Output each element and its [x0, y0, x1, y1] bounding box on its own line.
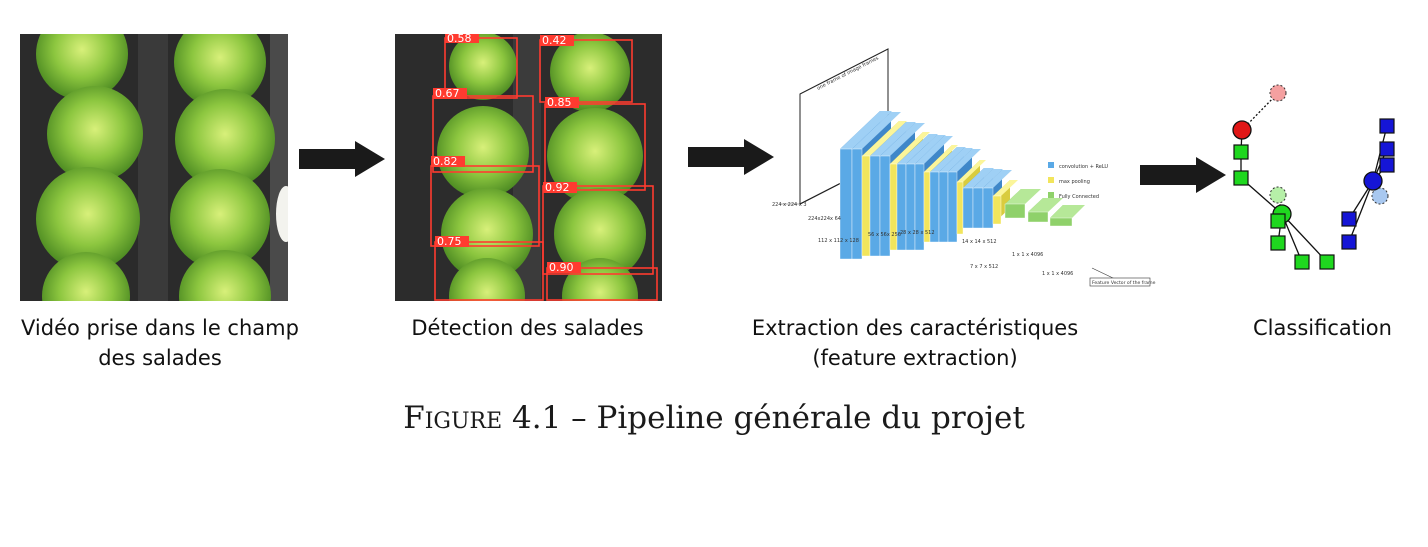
dim-2: 224x224x 64	[808, 216, 841, 222]
stage-label-classification-line1: Classification	[1253, 316, 1392, 340]
dim-5: 28 x 28 x 512	[900, 230, 935, 236]
cnn-layer-top	[1028, 198, 1063, 212]
cnn-layer-front	[869, 155, 881, 257]
stage-label-classification: Classification	[1235, 313, 1410, 343]
det-score-8: 0.90	[549, 261, 574, 274]
cnn-layer-top	[993, 180, 1018, 196]
cnn-layer-top	[897, 134, 938, 164]
cnn-layers	[839, 111, 1085, 260]
dim-7: 7 x 7 x 512	[970, 264, 998, 270]
cnn-layer-top	[930, 147, 966, 172]
stage-label-detection-line1: Détection des salades	[411, 316, 644, 340]
det-score-6: 0.92	[545, 181, 570, 194]
dim-3: 112 x 112 x 128	[818, 238, 859, 244]
arrow-1-icon	[299, 141, 385, 177]
dim-9: 1 x 1 x 4096	[1042, 271, 1073, 277]
cnn-layer-top	[924, 145, 958, 172]
cnn-layer-front	[972, 187, 984, 229]
cnn-layer-front	[947, 171, 958, 243]
cnn-layer-top	[973, 169, 1003, 188]
output-label: Feature Vector of the frame	[1092, 280, 1156, 286]
det-score-4: 0.85	[547, 96, 572, 109]
stage-label-features: Extraction des caractéristiques (feature…	[735, 313, 1095, 373]
cnn-layer-top	[1050, 205, 1085, 218]
dim-4: 56 x 56x 256	[868, 232, 901, 238]
det-score-7: 0.75	[437, 235, 462, 248]
figure-number: Figure 4.1	[403, 400, 562, 436]
legend-pool: max pooling	[1059, 179, 1090, 185]
det-score-2: 0.42	[542, 34, 567, 47]
det-score-1: 0.58	[447, 34, 472, 45]
arrow-3-icon	[1140, 157, 1226, 193]
arrow-2-icon	[688, 139, 774, 175]
cnn-layer-front	[956, 181, 964, 235]
stage-label-features-line1: Extraction des caractéristiques	[751, 316, 1079, 340]
stage-label-detection: Détection des salades	[385, 313, 670, 343]
dim-6: 14 x 14 x 512	[962, 239, 997, 245]
cnn-layer-top	[840, 111, 892, 149]
cnn-layer-front	[905, 163, 916, 251]
cnn-layer-front	[861, 155, 871, 257]
legend-fc: Fully Connected	[1059, 194, 1099, 200]
cnn-layer-top	[915, 136, 953, 164]
cnn-diagram: one frame of image frames convolution + …	[770, 44, 1160, 294]
cnn-layer-top	[948, 149, 981, 172]
cnn-layer-front	[1027, 211, 1049, 223]
cnn-layer-front	[1049, 217, 1073, 227]
stage-label-features-line2: (feature extraction)	[812, 346, 1018, 370]
lettuce-detection-photo-icon: 0.58 0.42 0.67 0.85 0.82 0.92 0.75 0.90	[395, 32, 662, 334]
cnn-layer-front	[1004, 203, 1026, 219]
cnn-layer-front	[914, 163, 925, 251]
detection-image: 0.58 0.42 0.67 0.85 0.82 0.92 0.75 0.90	[395, 32, 662, 334]
video-field-image	[20, 8, 296, 342]
det-score-3: 0.67	[435, 87, 460, 100]
cnn-layer-front	[982, 187, 994, 229]
lettuce-field-photo-icon	[20, 8, 296, 342]
cnn-layer-front	[962, 187, 974, 229]
dim-8: 1 x 1 x 4096	[1012, 252, 1043, 258]
classification-graph	[1220, 80, 1410, 280]
cnn-layer-top	[939, 148, 973, 172]
cnn-layer-top	[906, 135, 946, 164]
graph-classification-diagram-icon	[1232, 84, 1395, 270]
dim-1: 224 x 224 x 3	[772, 202, 807, 208]
cnn-layer-top	[983, 170, 1012, 188]
cnn-layer-top	[963, 168, 994, 188]
legend-conv: convolution + ReLU	[1059, 164, 1108, 170]
cnn-layer-front	[938, 171, 949, 243]
det-score-5: 0.82	[433, 155, 458, 168]
cnn-layer-top	[880, 123, 925, 156]
cnn-architecture-diagram-icon: one frame of image frames convolution + …	[772, 48, 1156, 287]
cnn-layer-top	[862, 121, 907, 156]
figure-caption: Figure 4.1 – Pipeline générale du projet	[0, 400, 1428, 436]
cnn-layer-top	[852, 112, 901, 149]
cnn-layer-top	[957, 160, 986, 182]
input-label: one frame of image frames	[816, 55, 880, 92]
cnn-layer-top	[1005, 189, 1041, 204]
cnn-layer-top	[890, 132, 930, 164]
stage-label-video-line2: des salades	[98, 346, 222, 370]
cnn-layer-front	[879, 155, 891, 257]
cnn-layer-front	[992, 195, 1002, 225]
stage-label-video-line1: Vidéo prise dans le champ	[21, 316, 299, 340]
stage-label-video: Vidéo prise dans le champ des salades	[5, 313, 315, 373]
cnn-layer-top	[870, 122, 916, 156]
figure-title: – Pipeline générale du projet	[561, 400, 1025, 436]
